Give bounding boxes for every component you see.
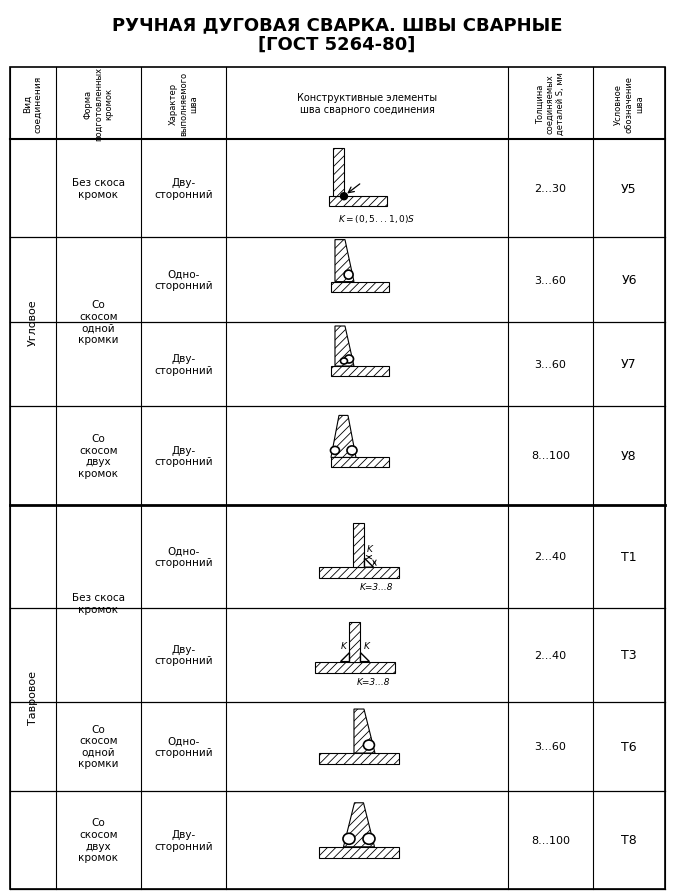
Polygon shape — [331, 367, 389, 376]
Text: Т3: Т3 — [621, 648, 637, 662]
Polygon shape — [319, 847, 399, 858]
Text: 2...40: 2...40 — [535, 552, 566, 561]
Text: Дву-
сторонний: Дву- сторонний — [155, 354, 213, 375]
Text: У5: У5 — [621, 182, 637, 196]
Polygon shape — [364, 559, 373, 568]
Text: Условное
обозначение
шва: Условное обозначение шва — [614, 75, 644, 132]
Polygon shape — [335, 240, 354, 283]
Ellipse shape — [331, 447, 340, 455]
Ellipse shape — [343, 833, 355, 844]
Polygon shape — [360, 653, 369, 662]
Text: У8: У8 — [621, 450, 637, 462]
Text: 2...40: 2...40 — [535, 650, 566, 660]
Polygon shape — [319, 568, 399, 578]
Polygon shape — [335, 326, 354, 367]
Text: Одно-
сторонний: Одно- сторонний — [155, 736, 213, 757]
Polygon shape — [331, 416, 356, 458]
Text: $K=(0,5...1,0)S$: $K=(0,5...1,0)S$ — [338, 213, 416, 225]
Polygon shape — [354, 524, 364, 568]
Text: [ГОСТ 5264-80]: [ГОСТ 5264-80] — [259, 36, 416, 54]
Polygon shape — [354, 709, 375, 753]
Text: Без скоса
кромок: Без скоса кромок — [72, 178, 125, 199]
Text: Т6: Т6 — [621, 739, 637, 753]
Text: У6: У6 — [621, 274, 637, 287]
Text: Т1: Т1 — [621, 550, 637, 563]
Ellipse shape — [344, 271, 353, 280]
Text: Одно-
сторонний: Одно- сторонний — [155, 545, 213, 568]
Polygon shape — [315, 662, 395, 673]
Text: K: K — [341, 641, 346, 650]
Polygon shape — [319, 753, 399, 764]
Ellipse shape — [347, 446, 357, 455]
Text: 3...60: 3...60 — [535, 275, 566, 285]
Text: Угловое: Угловое — [28, 299, 38, 346]
Polygon shape — [331, 458, 389, 468]
Text: Вид
соединения: Вид соединения — [23, 75, 43, 132]
Text: Со
скосом
двух
кромок: Со скосом двух кромок — [78, 817, 118, 862]
Text: 3...60: 3...60 — [535, 359, 566, 369]
Ellipse shape — [344, 356, 354, 364]
Text: У7: У7 — [621, 358, 637, 371]
Text: Со
скосом
одной
кромки: Со скосом одной кромки — [78, 724, 119, 769]
Text: Дву-
сторонний: Дву- сторонний — [155, 644, 213, 666]
Ellipse shape — [363, 740, 375, 750]
Polygon shape — [331, 283, 389, 292]
Text: Форма
подготовленных
кромок: Форма подготовленных кромок — [84, 67, 113, 141]
Text: Толщина
соединяемых
деталей S, мм: Толщина соединяемых деталей S, мм — [535, 72, 565, 135]
Text: Т8: Т8 — [621, 833, 637, 847]
Text: 3...60: 3...60 — [535, 741, 566, 751]
Ellipse shape — [363, 833, 375, 844]
Text: K: K — [367, 544, 373, 553]
Text: РУЧНАЯ ДУГОВАЯ СВАРКА. ШВЫ СВАРНЫЕ: РУЧНАЯ ДУГОВАЯ СВАРКА. ШВЫ СВАРНЫЕ — [112, 16, 562, 34]
Polygon shape — [350, 622, 360, 662]
Polygon shape — [333, 149, 344, 197]
Text: K=3...8: K=3...8 — [360, 583, 394, 592]
Text: K=3...8: K=3...8 — [357, 677, 391, 686]
Text: Со
скосом
одной
кромки: Со скосом одной кромки — [78, 300, 119, 345]
Polygon shape — [329, 197, 387, 207]
Text: Тавровое: Тавровое — [28, 670, 38, 724]
Text: Дву-
сторонний: Дву- сторонний — [155, 829, 213, 851]
Text: 2...30: 2...30 — [535, 184, 566, 194]
Text: Одно-
сторонний: Одно- сторонний — [155, 269, 213, 291]
Text: K: K — [363, 641, 369, 650]
Polygon shape — [340, 653, 350, 662]
Text: Дву-
сторонний: Дву- сторонний — [155, 445, 213, 467]
Ellipse shape — [340, 358, 348, 365]
Text: 8...100: 8...100 — [531, 451, 570, 461]
Polygon shape — [344, 803, 375, 847]
Text: 8...100: 8...100 — [531, 835, 570, 845]
Text: Конструктивные элементы
шва сварного соединения: Конструктивные элементы шва сварного сое… — [297, 93, 437, 114]
Text: Без скоса
кромок: Без скоса кромок — [72, 593, 125, 614]
Text: Со
скосом
двух
кромок: Со скосом двух кромок — [78, 434, 118, 478]
Text: Характер
выполняемого
шва: Характер выполняемого шва — [169, 72, 198, 136]
Text: Дву-
сторонний: Дву- сторонний — [155, 178, 213, 200]
Circle shape — [340, 193, 348, 200]
